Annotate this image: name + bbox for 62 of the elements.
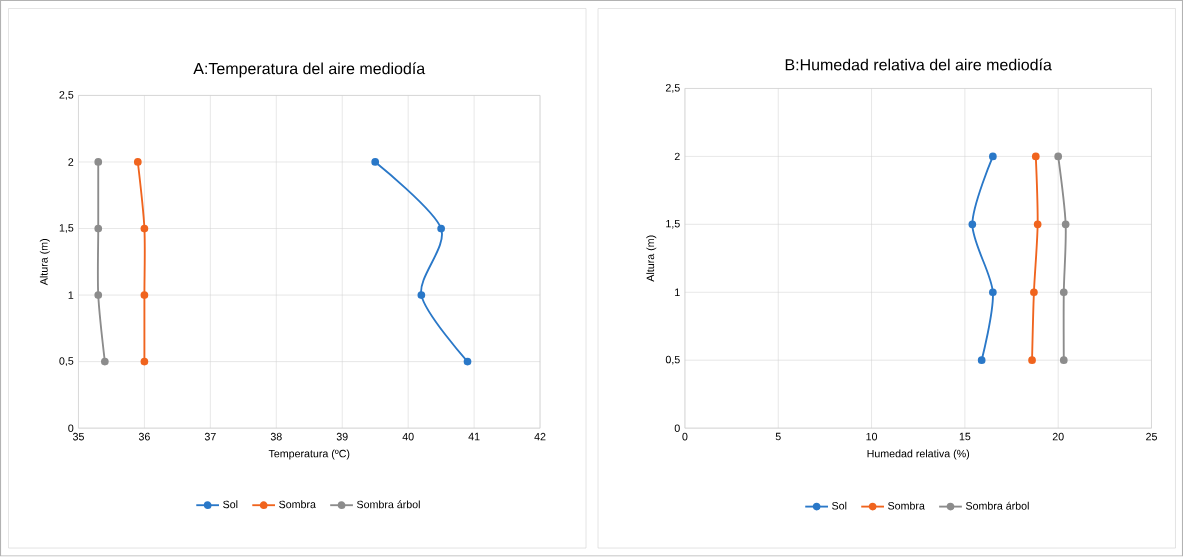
point bbox=[371, 158, 380, 167]
legend-label: Sol bbox=[832, 501, 847, 510]
y-tick-label: 2 bbox=[68, 158, 74, 166]
point bbox=[437, 224, 445, 233]
point bbox=[133, 158, 142, 167]
x-tick-label: 42 bbox=[534, 433, 546, 441]
point bbox=[94, 291, 103, 300]
y-axis-title: Altura (m) bbox=[39, 239, 50, 286]
x-axis-title: Humedad relativa (%) bbox=[867, 449, 970, 460]
y-tick-label: 0,5 bbox=[665, 356, 680, 365]
point bbox=[1030, 288, 1038, 297]
x-tick-label: 38 bbox=[270, 433, 282, 441]
y-tick-label: 1,5 bbox=[59, 224, 74, 234]
point bbox=[140, 291, 149, 300]
y-axis-title: Altura (m) bbox=[646, 235, 657, 282]
point bbox=[417, 291, 426, 300]
y-tick-label: 0,5 bbox=[59, 357, 74, 367]
legend-label: Sombra bbox=[279, 500, 316, 509]
x-tick-label: 25 bbox=[1146, 433, 1157, 441]
x-tick-label: 37 bbox=[204, 433, 216, 441]
x-tick-label: 39 bbox=[336, 433, 348, 441]
x-axis-title: Temperatura (ºC) bbox=[268, 449, 350, 460]
y-tick-label: 1 bbox=[675, 288, 680, 297]
point bbox=[989, 288, 997, 297]
point bbox=[1033, 220, 1042, 229]
x-tick-label: 36 bbox=[138, 433, 150, 441]
y-tick-label: 2 bbox=[674, 152, 680, 161]
point bbox=[989, 152, 997, 161]
x-tick-label: 10 bbox=[866, 433, 878, 441]
legend-label: Sombra árbol bbox=[357, 500, 420, 509]
x-tick-label: 5 bbox=[775, 433, 781, 441]
point bbox=[1028, 356, 1036, 365]
chart-title: A:Temperatura del aire mediodía bbox=[193, 62, 426, 78]
point bbox=[100, 357, 109, 366]
point bbox=[463, 357, 472, 366]
point bbox=[977, 356, 986, 365]
x-tick-label: 41 bbox=[468, 433, 480, 441]
y-tick-label: 1,5 bbox=[666, 220, 680, 229]
point bbox=[1031, 152, 1040, 161]
legend-label: Sombra árbol bbox=[965, 501, 1029, 510]
y-tick-label: 0 bbox=[68, 424, 74, 433]
point bbox=[1059, 288, 1068, 297]
x-tick-label: 20 bbox=[1052, 433, 1064, 441]
point bbox=[140, 224, 149, 233]
legend-label: Sol bbox=[223, 500, 238, 509]
point bbox=[1061, 220, 1070, 229]
x-tick-label: 35 bbox=[72, 433, 84, 441]
point bbox=[94, 158, 103, 167]
y-tick-label: 0 bbox=[674, 424, 680, 433]
point bbox=[968, 220, 977, 229]
point bbox=[1059, 356, 1068, 365]
point bbox=[94, 224, 103, 233]
y-tick-label: 2,5 bbox=[665, 84, 680, 94]
point bbox=[140, 357, 149, 366]
x-tick-label: 0 bbox=[682, 433, 688, 441]
y-tick-label: 2,5 bbox=[59, 91, 74, 101]
legend-label: Sombra bbox=[888, 501, 925, 510]
y-tick-label: 1 bbox=[68, 291, 74, 299]
x-tick-label: 40 bbox=[402, 433, 414, 441]
chart-title: B:Humedad relativa del aire mediodía bbox=[785, 58, 1052, 71]
x-tick-label: 15 bbox=[959, 433, 971, 441]
point bbox=[1054, 152, 1063, 161]
